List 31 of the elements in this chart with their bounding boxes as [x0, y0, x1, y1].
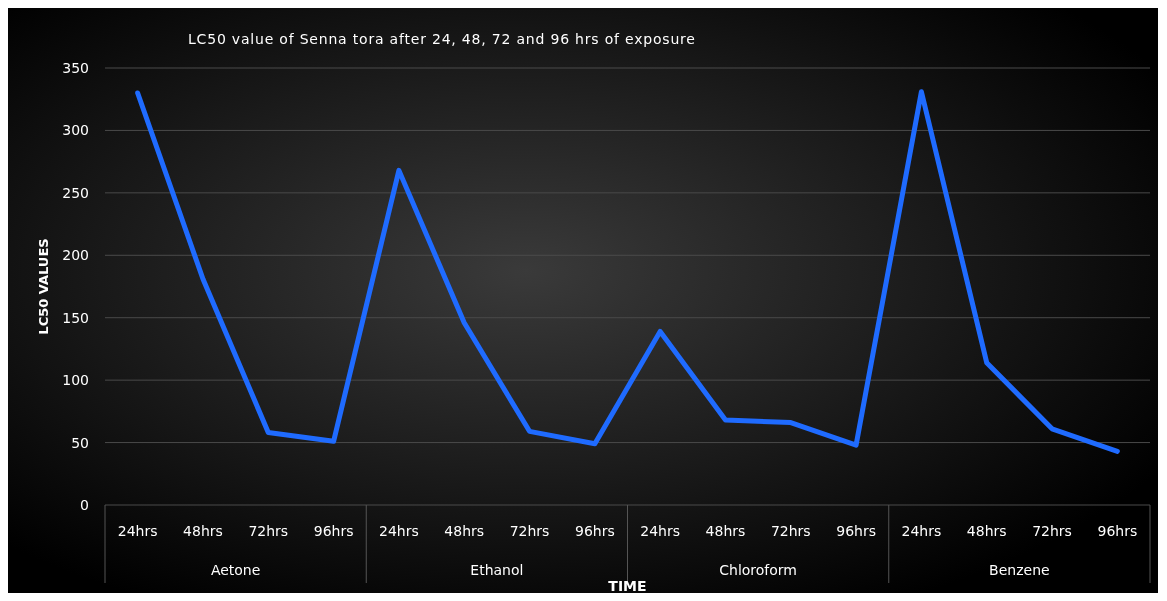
x-tick-label: 24hrs — [901, 523, 942, 539]
y-tick-label: 200 — [62, 247, 89, 264]
text: Ethanol — [470, 562, 524, 578]
text: Aetone — [210, 562, 261, 578]
y-tick-label: 100 — [62, 372, 89, 389]
x-tick-label: 24hrs — [379, 523, 419, 539]
y-tick-label: 250 — [62, 184, 89, 201]
x-tick-label: 72hrs — [248, 523, 289, 539]
x-tick-label: 72hrs — [1032, 523, 1072, 539]
x-tick-label: 96hrs — [1097, 523, 1138, 539]
y-tick-label: 350 — [62, 60, 89, 76]
x-tick-label: 48hrs — [966, 523, 1007, 539]
y-tick-label: 300 — [62, 122, 89, 139]
x-tick-label: 24hrs — [640, 523, 681, 539]
x-tick-label: 96hrs — [836, 523, 876, 539]
y-tick-label: 0 — [80, 497, 89, 513]
text: Chloroform — [719, 562, 798, 578]
x-tick-label: 72hrs — [770, 523, 811, 539]
y-tick-label: 50 — [71, 434, 89, 451]
x-tick-label: 96hrs — [313, 523, 354, 539]
x-tick-label: 72hrs — [509, 523, 550, 539]
x-tick-label: 24hrs — [117, 523, 158, 539]
text: Benzene — [989, 562, 1050, 578]
x-tick-label: 96hrs — [574, 523, 615, 539]
x-axis-title: TIME — [608, 578, 647, 594]
y-axis-title: LC50 VALUES — [36, 238, 51, 335]
chart-title: LC50 value of Senna tora after 24, 48, 72 and 96 hrs of exposure — [188, 31, 696, 47]
y-tick-label: 150 — [62, 309, 89, 326]
x-tick-label: 48hrs — [705, 523, 746, 539]
x-tick-label: 48hrs — [444, 523, 485, 539]
x-tick-label: 48hrs — [183, 523, 223, 539]
